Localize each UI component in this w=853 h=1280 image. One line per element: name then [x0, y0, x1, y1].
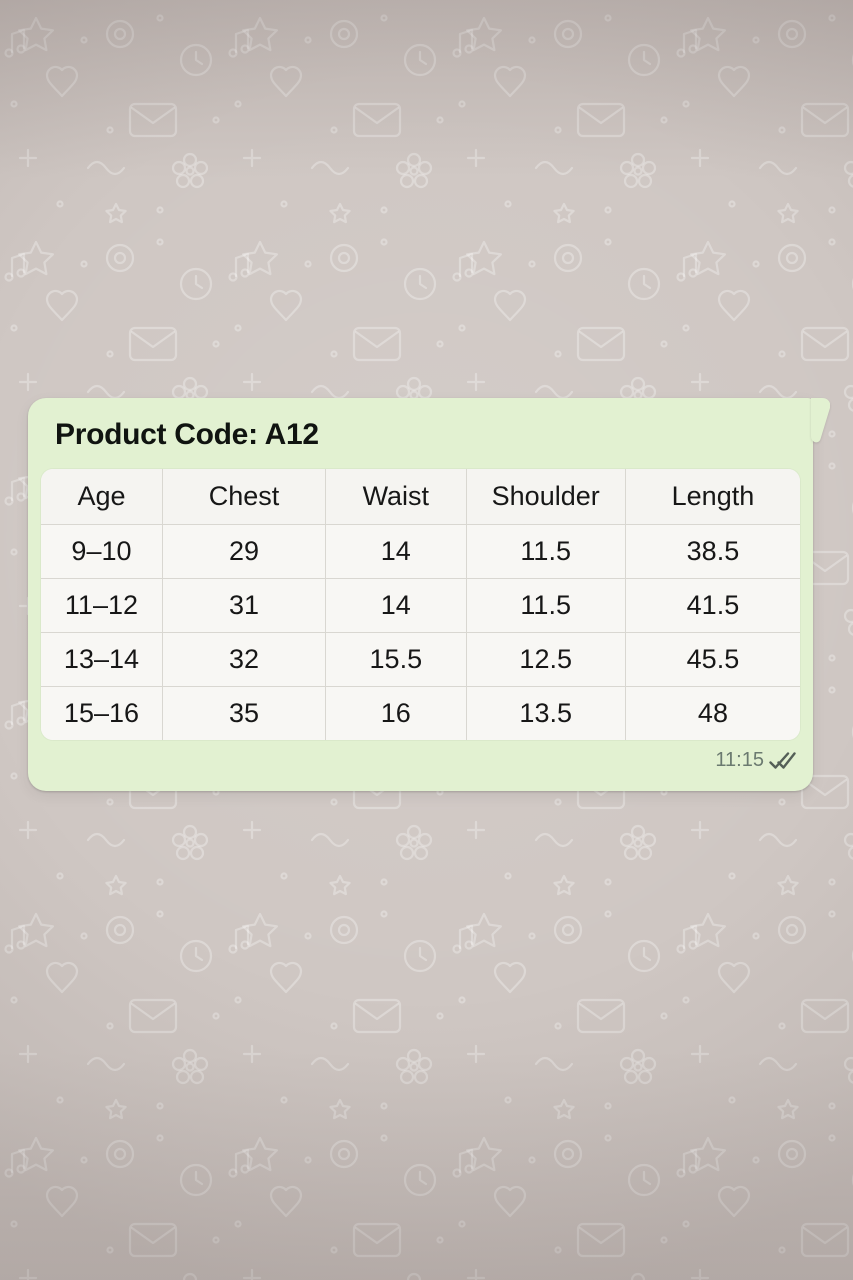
- table-header-row: Age Chest Waist Shoulder Length: [41, 469, 800, 525]
- size-chart-card: Age Chest Waist Shoulder Length 9–10 29 14 11.5…: [41, 469, 800, 740]
- column-header: Age: [41, 469, 163, 525]
- table-cell: 29: [162, 524, 327, 579]
- table-cell: 16: [325, 686, 467, 740]
- table-cell: 14: [325, 578, 467, 633]
- table-cell: 12.5: [466, 632, 626, 687]
- table-cell: 45.5: [625, 632, 800, 687]
- message-title: Product Code: A12: [55, 418, 319, 451]
- table-cell: 13–14: [41, 632, 163, 687]
- column-header: Length: [625, 469, 800, 525]
- table-cell: 32: [162, 632, 327, 687]
- message-meta: 11:15: [41, 749, 800, 772]
- table-cell: 31: [162, 578, 327, 633]
- table-cell: 14: [325, 524, 467, 579]
- double-check-icon: [769, 752, 796, 769]
- table-row: 15–16 35 16 13.5 48: [41, 686, 800, 740]
- table-cell: 41.5: [625, 578, 800, 633]
- size-chart-table: Age Chest Waist Shoulder Length 9–10 29 14 11.5…: [41, 469, 800, 740]
- table-cell: 11–12: [41, 578, 163, 633]
- table-cell: 13.5: [466, 686, 626, 740]
- outgoing-message-bubble[interactable]: Product Code: A12 Age Chest Waist Shoulder L…: [28, 398, 830, 791]
- column-header: Chest: [162, 469, 327, 525]
- table-cell: 11.5: [466, 524, 626, 579]
- table-cell: 48: [625, 686, 800, 740]
- table-cell: 11.5: [466, 578, 626, 633]
- bubble-tail: [811, 398, 830, 443]
- table-row: 11–12 31 14 11.5 41.5: [41, 578, 800, 633]
- column-header: Waist: [325, 469, 467, 525]
- table-cell: 15–16: [41, 686, 163, 740]
- table-row: 9–10 29 14 11.5 38.5: [41, 524, 800, 579]
- table-row: 13–14 32 15.5 12.5 45.5: [41, 632, 800, 687]
- table-body: 9–10 29 14 11.5 38.5 11–12 31 14 11.5 41.5 13–14 32…: [41, 524, 800, 740]
- table-cell: 9–10: [41, 524, 163, 579]
- table-cell: 38.5: [625, 524, 800, 579]
- table-cell: 15.5: [325, 632, 467, 687]
- table-cell: 35: [162, 686, 327, 740]
- column-header: Shoulder: [466, 469, 626, 525]
- message-time: 11:15: [715, 749, 764, 771]
